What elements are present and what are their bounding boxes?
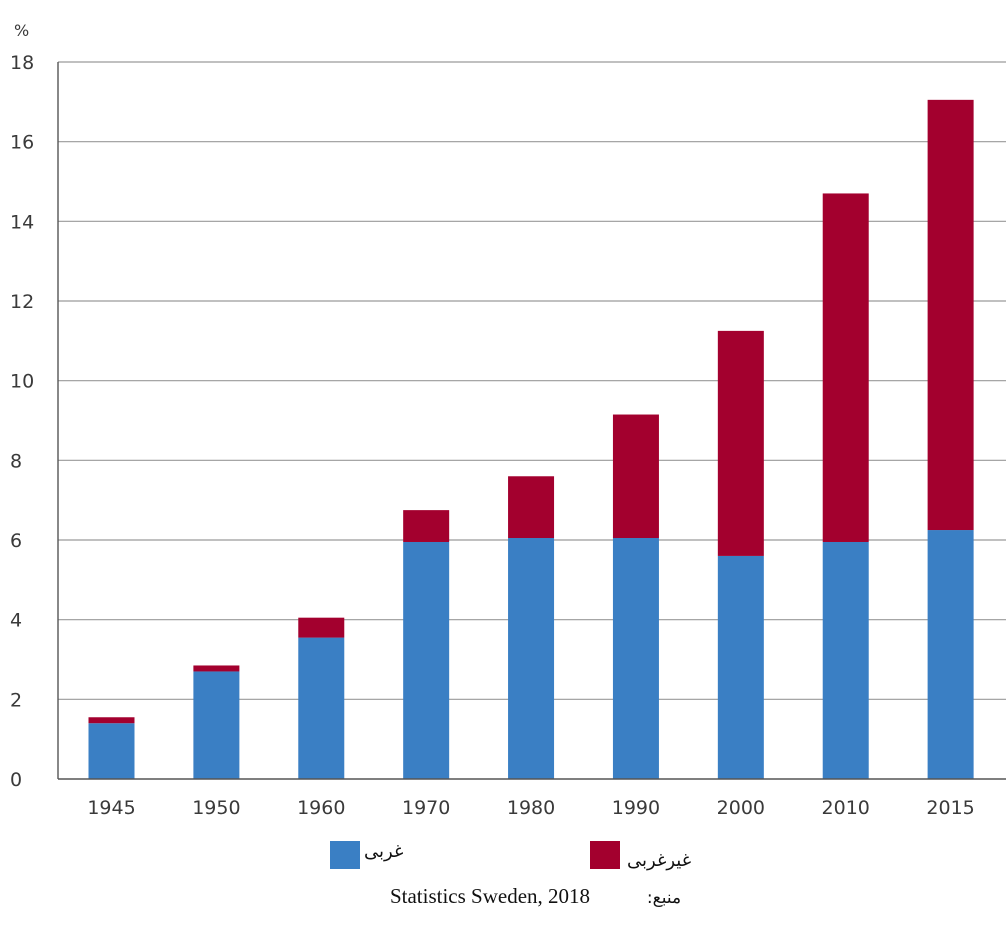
y-tick-label: 10 — [10, 371, 34, 393]
legend-swatch-non-western — [590, 841, 620, 869]
y-tick-label: 12 — [10, 291, 34, 313]
y-tick-label: 6 — [10, 530, 22, 552]
grid-lines — [58, 61, 1006, 700]
bar-segment-western-1970 — [403, 541, 450, 779]
source-note: Statistics Sweden, 2018 منبع: — [390, 884, 681, 908]
y-axis-unit-label: % — [14, 21, 29, 40]
y-tick-label: 2 — [10, 689, 22, 711]
source-text: Statistics Sweden, 2018 — [390, 884, 590, 908]
bar-segment-western-1990 — [612, 538, 659, 779]
legend: غربی غیرغربی — [330, 841, 691, 871]
bar-segment-non-western-2000 — [717, 330, 764, 556]
bar-segment-western-2000 — [717, 555, 764, 779]
bar-segment-western-1980 — [508, 538, 555, 779]
legend-label-western: غربی — [364, 841, 403, 862]
bar-segment-non-western-2015 — [927, 99, 974, 531]
bar-segment-non-western-1980 — [508, 476, 555, 539]
y-tick-label: 16 — [10, 132, 34, 154]
y-tick-label: 18 — [10, 52, 34, 74]
y-tick-label: 4 — [10, 610, 22, 632]
bar-segment-non-western-1945 — [88, 717, 135, 724]
axes: 0 2 4 6 8 10 12 14 16 18 1945 1950 1960 1970 1980 1990 2… — [10, 52, 1006, 819]
bar-segment-western-1945 — [88, 723, 135, 779]
x-tick-label: 1960 — [297, 797, 345, 819]
bars — [88, 99, 974, 779]
y-tick-label: 8 — [10, 450, 22, 472]
legend-swatch-western — [330, 841, 360, 869]
bar-segment-western-2015 — [927, 530, 974, 779]
bar-segment-western-2010 — [822, 541, 869, 779]
bar-segment-western-1950 — [193, 671, 240, 779]
x-tick-label: 1970 — [402, 797, 450, 819]
x-tick-label: 1950 — [192, 797, 240, 819]
y-tick-label: 14 — [10, 211, 34, 233]
bar-segment-non-western-1960 — [298, 617, 345, 638]
legend-label-non-western: غیرغربی — [627, 850, 691, 871]
x-tick-label: 1990 — [612, 797, 660, 819]
bar-segment-non-western-1950 — [193, 665, 240, 672]
x-tick-label: 2015 — [926, 797, 974, 819]
x-tick-label: 2010 — [822, 797, 870, 819]
source-prefix: منبع: — [647, 888, 681, 908]
x-tick-label: 1945 — [87, 797, 135, 819]
x-tick-label: 1980 — [507, 797, 555, 819]
y-tick-label: 0 — [10, 769, 22, 791]
bar-segment-western-1960 — [298, 637, 345, 779]
bar-segment-non-western-1990 — [612, 414, 659, 539]
bar-segment-non-western-1970 — [403, 510, 450, 542]
x-tick-label: 2000 — [717, 797, 765, 819]
bar-segment-non-western-2010 — [822, 193, 869, 542]
